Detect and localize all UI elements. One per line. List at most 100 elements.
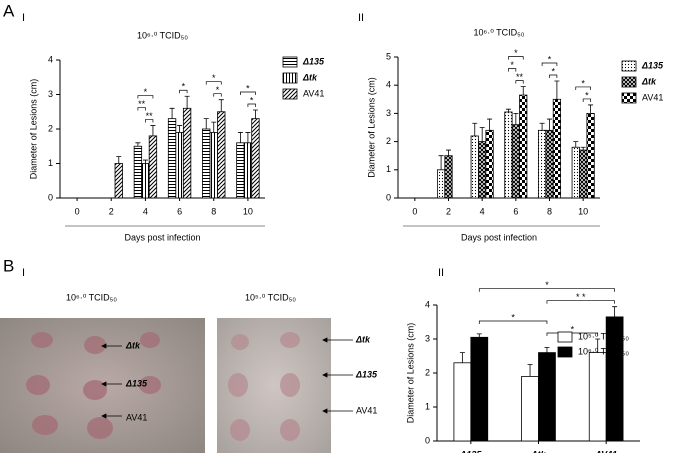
x-tick-label: 4 <box>480 206 485 216</box>
photo-arrows <box>101 337 353 419</box>
significance-label: * <box>585 90 589 100</box>
legend-label: AV41 <box>642 92 663 102</box>
error-bar <box>446 149 451 156</box>
error-bar <box>547 118 552 131</box>
significance-bracket <box>541 62 558 66</box>
bar <box>436 169 446 199</box>
chart-title: 10⁶·⁰ TCID₅₀ <box>473 27 524 37</box>
significance-label: * <box>216 85 220 95</box>
legend-swatch <box>557 346 573 358</box>
error-bar <box>544 347 550 353</box>
bar <box>141 163 150 199</box>
error-bar <box>505 108 511 112</box>
error-bar <box>554 80 560 100</box>
significance-bracket <box>478 288 615 292</box>
bar <box>217 111 226 199</box>
legend-swatch <box>621 92 637 104</box>
legend-swatch <box>282 88 298 100</box>
y-tick-label: 3 <box>48 89 53 99</box>
error-bar <box>472 122 478 136</box>
x-tick-label: Δtk <box>530 449 546 453</box>
bar <box>202 128 211 199</box>
significance-bracket <box>478 320 548 324</box>
y-axis-label: Diameter of Lesions (cm) <box>28 79 38 180</box>
x-tick-label: Δ135 <box>459 449 482 453</box>
error-bar <box>595 338 601 353</box>
error-bar <box>438 155 444 170</box>
significance-label: ** <box>146 111 154 121</box>
bar <box>579 149 588 199</box>
x-tick-label: 2 <box>446 206 451 216</box>
bar <box>485 129 494 199</box>
bar <box>175 132 184 199</box>
error-bar <box>116 156 122 164</box>
significance-bracket <box>240 91 256 96</box>
error-bar <box>573 141 579 148</box>
legend-swatch <box>557 331 573 343</box>
legend-label: 10⁵·⁰ TCID₅₀ <box>578 331 629 341</box>
bar <box>470 135 479 199</box>
error-bar <box>612 306 618 317</box>
bar <box>133 145 143 199</box>
bar <box>537 129 547 199</box>
error-bar <box>169 107 175 119</box>
legend-swatch <box>282 56 298 68</box>
bar <box>251 118 260 199</box>
significance-bracket <box>549 74 558 78</box>
error-bar <box>580 146 586 151</box>
significance-bracket <box>575 86 591 90</box>
significance-bracket <box>179 89 188 94</box>
legend-swatch <box>621 60 637 72</box>
bar <box>571 146 580 199</box>
significance-bracket <box>213 93 222 97</box>
error-bar <box>588 104 594 114</box>
x-axis-label: Days post infection <box>124 232 200 242</box>
photo-title: 10⁶·⁰ TCID₅₀ <box>66 292 117 302</box>
significance-bracket <box>137 95 154 99</box>
photo-label: Δtk <box>355 334 371 344</box>
significance-bracket <box>546 300 615 304</box>
y-tick-label: 3 <box>386 108 391 118</box>
significance-label: * <box>548 54 552 64</box>
y-tick-label: 1 <box>48 158 53 168</box>
significance-bracket <box>582 98 591 102</box>
significance-bracket <box>205 81 222 85</box>
error-bar <box>142 159 148 164</box>
bar <box>538 352 556 442</box>
significance-label: ** <box>138 99 146 109</box>
y-tick-label: 1 <box>386 164 391 174</box>
bar <box>114 163 123 199</box>
x-tick-label: 6 <box>177 206 182 216</box>
bar <box>444 155 453 199</box>
x-tick-label: 8 <box>547 206 552 216</box>
error-bar <box>520 86 526 96</box>
significance-label: * <box>510 60 514 70</box>
significance-label: * <box>250 95 254 105</box>
error-bar <box>203 118 209 129</box>
bar <box>236 142 245 199</box>
error-bar <box>177 125 183 133</box>
bar <box>521 375 539 442</box>
error-bar <box>539 122 545 131</box>
significance-label: * <box>212 73 216 83</box>
x-tick-label: 10 <box>578 206 588 216</box>
x-tick-label: 0 <box>75 206 80 216</box>
panel-label: A <box>3 1 15 20</box>
error-bar <box>245 132 251 143</box>
significance-bracket <box>515 80 524 84</box>
bar <box>243 142 253 199</box>
significance-label: * <box>571 324 575 334</box>
significance-bracket <box>247 103 256 108</box>
error-bar <box>487 118 493 131</box>
error-bar <box>252 109 258 119</box>
x-tick-label: 8 <box>211 206 216 216</box>
y-tick-label: 1 <box>425 401 430 411</box>
panel-label: B <box>3 256 14 275</box>
y-tick-label: 5 <box>386 51 391 61</box>
legend-label: Δtk <box>302 72 318 82</box>
y-tick-label: 0 <box>48 192 53 202</box>
photo-label: AV41 <box>126 412 147 422</box>
y-tick-label: 4 <box>425 299 430 309</box>
legend-label: AV41 <box>303 88 324 98</box>
